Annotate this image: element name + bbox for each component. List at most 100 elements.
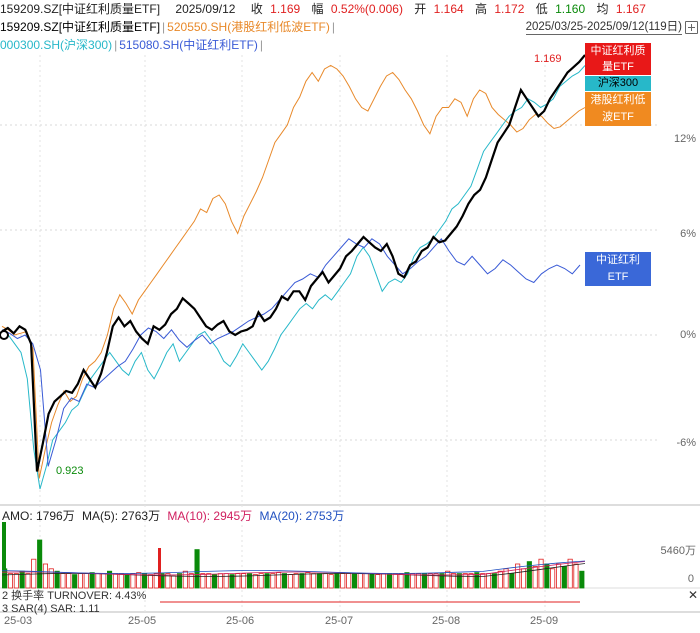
open-field: 开 1.164 <box>414 2 467 16</box>
volume-bar <box>386 573 392 589</box>
volume-bar <box>13 573 19 589</box>
series-line-1 <box>1 54 586 472</box>
volume-bar <box>491 573 497 589</box>
volume-bar <box>556 563 562 589</box>
volume-bar <box>124 574 130 589</box>
avg-value: 1.167 <box>615 2 646 16</box>
tag-series-3: 沪深300 <box>585 76 651 91</box>
x-tick-label: 25-03 <box>4 615 33 627</box>
volume-bar <box>42 563 48 589</box>
volume-bar <box>206 573 212 589</box>
open-value: 1.164 <box>433 2 464 16</box>
volume-bar <box>509 573 515 589</box>
volume-bar <box>351 573 357 589</box>
volume-bar <box>258 573 264 589</box>
volume-bar <box>229 574 235 589</box>
volume-bar <box>450 573 457 589</box>
volume-bar <box>118 573 124 589</box>
low-field: 低 1.160 <box>536 2 589 16</box>
x-tick-label: 25-09 <box>530 615 559 627</box>
close-label: 收 <box>250 2 263 16</box>
y-tick-label: -6% <box>676 437 696 449</box>
volume-bar <box>497 570 503 589</box>
volume-bar <box>573 563 579 589</box>
volume-bar <box>445 570 451 589</box>
volume-bar <box>136 572 142 589</box>
legend-divider: | <box>162 20 166 34</box>
legend-row-1: 159209.SZ[中证红利质量ETF] | 520550.SH(港股红利低波ETF… <box>0 19 337 35</box>
volume-bar <box>264 573 270 589</box>
volume-bar <box>95 573 101 589</box>
volume-bar <box>311 573 317 589</box>
volume-bar <box>89 572 95 589</box>
volume-bar <box>281 573 287 589</box>
volume-bar <box>550 568 556 589</box>
low-price-label: 0.923 <box>56 465 84 477</box>
volume-bar <box>194 549 200 589</box>
volume-bar <box>246 573 253 589</box>
change-value: 0.52%(0.006) <box>330 2 403 16</box>
start-marker <box>0 330 9 340</box>
volume-bar <box>305 572 311 589</box>
volume-bar <box>515 563 521 589</box>
volume-bar <box>433 573 439 589</box>
volume-bar <box>474 572 480 589</box>
volume-bar <box>176 573 183 589</box>
volume-bar <box>48 568 54 589</box>
x-tick-label: 25-06 <box>226 615 255 627</box>
amo-scale-top: 5460万 <box>660 545 696 557</box>
volume-bar <box>468 573 474 589</box>
legend-series-4[interactable]: 515080.SH(中证红利ETF) <box>119 38 258 52</box>
volume-bar <box>538 558 544 589</box>
volume-ma-line <box>1 563 586 577</box>
close-icon[interactable]: ✕ <box>687 588 698 602</box>
series-line-2 <box>1 64 586 479</box>
low-value: 1.160 <box>555 2 586 16</box>
change-label: 幅 <box>311 2 324 16</box>
volume-bar <box>363 573 369 589</box>
volume-bar <box>182 570 188 589</box>
volume-bar <box>54 570 60 589</box>
volume-bar <box>37 539 43 589</box>
volume-bar <box>107 570 113 589</box>
quote-date: 2025/09/12 <box>175 2 236 16</box>
high-value: 1.172 <box>494 2 525 16</box>
y-tick-label: 0% <box>680 329 696 341</box>
volume-bar <box>299 573 305 589</box>
volume-bar <box>357 573 363 589</box>
volume-bar <box>316 573 322 589</box>
date-range[interactable]: 2025/03/25-2025/09/12(119日) <box>525 21 682 35</box>
volume-bar <box>567 558 573 589</box>
volume-bar <box>439 573 445 589</box>
volume-bar <box>147 574 154 589</box>
legend-series-1[interactable]: 159209.SZ[中证红利质量ETF] <box>0 20 161 34</box>
volume-bar <box>369 573 375 589</box>
low-label: 低 <box>535 2 548 16</box>
volume-bar <box>252 574 258 589</box>
volume-bar <box>398 573 404 589</box>
legend-series-3[interactable]: 000300.SH(沪深300) <box>0 38 113 52</box>
volume-bar <box>188 573 194 589</box>
legend-divider: | <box>259 38 264 52</box>
amo-scale-bottom: 0 <box>687 573 694 585</box>
legend-series-2[interactable]: 520550.SH(港股红利低波ETF) <box>167 20 330 34</box>
volume-bar <box>101 573 107 589</box>
expand-icon[interactable] <box>685 21 698 34</box>
volume-bar <box>375 574 381 589</box>
volume-bar <box>287 574 293 589</box>
volume-bar <box>2 522 6 588</box>
volume-bar <box>410 573 416 589</box>
symbol-title: 159209.SZ[中证红利质量ETF] <box>0 2 161 16</box>
legend-divider: | <box>331 20 336 34</box>
volume-bar <box>7 573 14 589</box>
volume-bar <box>19 570 25 589</box>
volume-bar <box>66 573 72 589</box>
volume-bar <box>462 573 468 589</box>
x-tick-label: 25-08 <box>432 615 461 627</box>
volume-bar <box>223 573 229 589</box>
amo-ma20: MA(20): 2753万 <box>259 509 345 523</box>
volume-bar <box>171 575 177 589</box>
volume-bar <box>200 573 206 589</box>
volume-bar <box>404 572 410 589</box>
